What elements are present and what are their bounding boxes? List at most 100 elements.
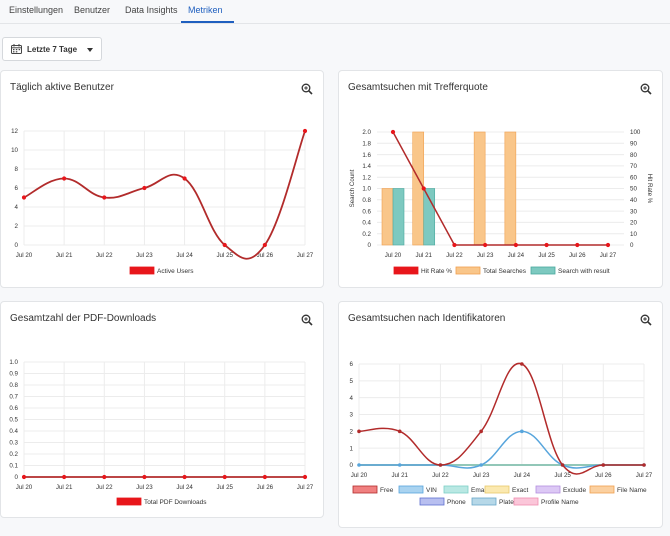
y2-tick-label: 80 <box>630 152 637 159</box>
y-tick-label: 2 <box>350 429 354 436</box>
y-tick-label: 1.0 <box>9 359 18 366</box>
x-tick-label: Jul 22 <box>96 484 113 491</box>
card-title: Täglich aktive Benutzer <box>10 82 114 93</box>
data-point <box>601 463 606 467</box>
zoom-in-icon[interactable] <box>301 83 313 95</box>
daily-users-chart: 0 2 4 6 8 10 12 Jul 20 Jul 21 Jul 22 Jul 23 Jul 24 J… <box>11 128 314 275</box>
legend-swatch <box>513 497 539 506</box>
legend-label: VIN <box>426 487 437 494</box>
legend-label: File Name <box>617 487 647 494</box>
chevron-down-icon <box>87 48 93 52</box>
legend-label: Total Searches <box>483 268 527 275</box>
data-point <box>397 429 402 434</box>
x-tick-label: Jul 27 <box>297 252 314 259</box>
data-point <box>421 186 426 191</box>
data-point <box>397 463 402 467</box>
legend-swatch <box>589 485 615 494</box>
x-tick-label: Jul 24 <box>514 472 531 479</box>
y-tick-label: 0.8 <box>362 197 371 204</box>
x-tick-label: Jul 21 <box>415 252 432 259</box>
y-tick-label: 0.3 <box>9 440 18 447</box>
y-tick-label: 6 <box>15 185 19 192</box>
x-tick-label: Jul 26 <box>257 252 274 259</box>
y-tick-label: 4 <box>15 204 19 211</box>
y-tick-label: 1.4 <box>362 163 371 170</box>
tab-benutzer[interactable]: Benutzer <box>74 5 111 15</box>
date-range-dropdown[interactable]: Letzte 7 Tage <box>2 37 102 61</box>
data-point <box>102 474 107 480</box>
tab-einstellungen[interactable]: Einstellungen <box>9 5 64 15</box>
tab-metriken[interactable]: Metriken <box>188 5 223 15</box>
zoom-in-icon[interactable] <box>301 314 313 326</box>
x-tick-label: Jul 27 <box>297 484 314 491</box>
legend-label: Email <box>471 487 488 494</box>
data-point <box>479 463 483 467</box>
y-tick-label: 1.2 <box>362 174 371 181</box>
zoom-in-icon[interactable] <box>640 314 652 326</box>
zoom-in-icon[interactable] <box>640 83 652 95</box>
active-tab-indicator <box>181 21 234 23</box>
y2-axis-label: Hit Rate % <box>646 174 653 204</box>
legend-label: Active Users <box>157 268 194 275</box>
legend-swatch <box>535 485 561 494</box>
y-tick-label: 1.0 <box>362 186 371 193</box>
y-tick-label: 0.7 <box>9 394 18 401</box>
y2-tick-label: 90 <box>630 141 637 148</box>
bar-search-with-result <box>423 188 436 246</box>
x-tick-label: Jul 27 <box>636 472 653 479</box>
y-tick-label: 8 <box>15 166 19 173</box>
data-point <box>21 195 27 200</box>
x-tick-label: Jul 26 <box>257 484 274 491</box>
searches-identifiers-chart: 0 1 2 3 4 5 6 Jul 20 Jul 21 Jul 22 Jul 23 Jul 24 Jul… <box>350 361 653 506</box>
y-tick-label: 0.2 <box>9 451 18 458</box>
y-tick-label: 6 <box>350 361 354 368</box>
y-tick-label: 1.8 <box>362 141 371 148</box>
bar-search-with-result <box>392 188 405 246</box>
data-point <box>520 429 524 434</box>
x-tick-label: Jul 24 <box>176 252 193 259</box>
x-tick-label: Jul 20 <box>385 252 402 259</box>
legend-label: Exclude <box>563 487 587 494</box>
x-tick-label: Jul 26 <box>569 252 586 259</box>
y-tick-label: 0.9 <box>9 371 18 378</box>
y-tick-label: 0 <box>15 242 19 249</box>
data-point <box>142 474 147 480</box>
legend-label: Profile Name <box>541 499 579 506</box>
x-tick-label: Jul 24 <box>176 484 193 491</box>
x-tick-label: Jul 23 <box>473 472 490 479</box>
y-tick-label: 0.6 <box>362 208 371 215</box>
legend-swatch <box>398 485 424 494</box>
y2-tick-label: 30 <box>630 208 637 215</box>
y-tick-label: 2.0 <box>362 129 371 136</box>
card-searches-hit-rate: Gesamtsuchen mit Trefferquote 0 0.2 0.4 0.6… <box>338 70 663 288</box>
series-line-active-users <box>23 130 306 260</box>
x-tick-label: Jul 22 <box>446 252 463 259</box>
tab-data-insights[interactable]: Data Insights <box>125 5 178 15</box>
x-tick-label: Jul 21 <box>391 472 408 479</box>
card-searches-identifiers: Gesamtsuchen nach Identifikatoren 0 1 2 3 4 5… <box>338 301 663 528</box>
date-range-label: Letzte 7 Tage <box>27 45 78 54</box>
data-point <box>357 463 361 467</box>
bar-total-searches <box>504 131 517 246</box>
y2-tick-label: 70 <box>630 163 637 170</box>
x-tick-label: Jul 20 <box>16 484 33 491</box>
y-tick-label: 0.4 <box>362 220 371 227</box>
y-tick-label: 5 <box>350 378 354 385</box>
y-tick-label: 0.6 <box>9 405 18 412</box>
y-tick-label: 3 <box>350 412 354 419</box>
x-tick-label: Jul 26 <box>595 472 612 479</box>
data-point <box>62 474 67 480</box>
legend-swatch <box>443 485 469 494</box>
data-point <box>560 463 565 467</box>
legend-label: Exact <box>512 487 528 494</box>
y-tick-label: 0 <box>350 462 354 469</box>
x-tick-label: Jul 25 <box>538 252 555 259</box>
bar-total-searches <box>473 131 486 246</box>
card-daily-active-users: Täglich aktive Benutzer 0 2 4 6 8 10 12 Jul 20 J… <box>0 70 324 288</box>
x-tick-label: Jul 22 <box>432 472 449 479</box>
data-point <box>452 242 457 248</box>
y-tick-label: 0.5 <box>9 417 18 424</box>
series-line <box>358 362 644 475</box>
data-point <box>642 463 646 467</box>
y-tick-label: 0.8 <box>9 382 18 389</box>
